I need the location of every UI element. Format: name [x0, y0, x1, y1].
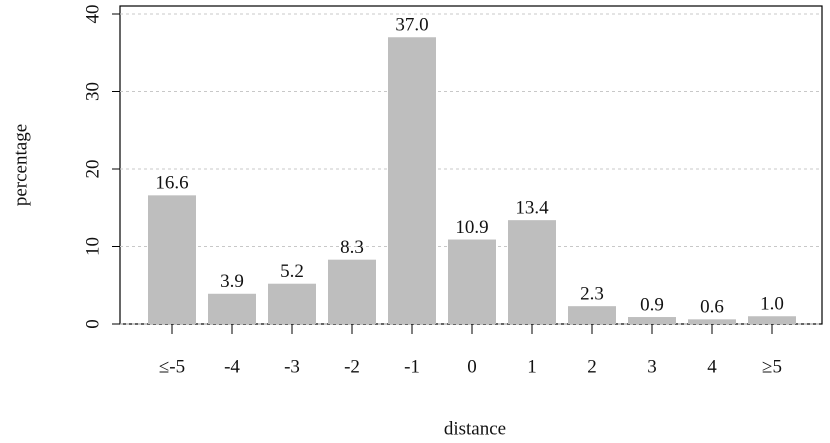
value-label: 1.0	[760, 294, 784, 315]
bar	[448, 239, 496, 324]
value-label: 3.9	[220, 271, 244, 292]
x-tick-label: 2	[587, 356, 597, 377]
value-label: 13.4	[515, 198, 549, 219]
bar	[568, 306, 616, 324]
y-tick-label: 30	[82, 82, 103, 101]
bar	[148, 195, 196, 324]
value-label: 5.2	[280, 261, 304, 282]
y-tick-label: 20	[82, 160, 103, 179]
bar	[748, 316, 796, 324]
x-tick-label: ≥5	[762, 356, 782, 377]
x-tick-label: -2	[344, 356, 360, 377]
x-tick-label: -3	[284, 356, 300, 377]
bar	[328, 259, 376, 324]
x-tick-label: 0	[467, 356, 477, 377]
y-tick-label: 10	[82, 237, 103, 256]
bar	[688, 319, 736, 324]
bar	[388, 37, 436, 324]
value-label: 10.9	[455, 217, 488, 238]
x-tick-label: 1	[527, 356, 537, 377]
bar	[508, 220, 556, 324]
value-label: 16.6	[155, 173, 188, 194]
x-axis-label: distance	[444, 418, 506, 439]
x-tick-label: -1	[404, 356, 420, 377]
x-tick-label: ≤-5	[159, 356, 185, 377]
bar	[208, 293, 256, 324]
x-tick-label: 4	[707, 356, 717, 377]
value-label: 0.9	[640, 294, 664, 315]
bar	[628, 317, 676, 324]
bar	[268, 283, 316, 324]
y-axis-label: percentage	[10, 124, 31, 206]
value-label: 8.3	[340, 237, 364, 258]
value-label: 2.3	[580, 284, 604, 305]
value-label: 37.0	[395, 15, 428, 36]
x-tick-label: 3	[647, 356, 657, 377]
y-tick-label: 40	[82, 5, 103, 24]
x-tick-label: -4	[224, 356, 240, 377]
value-label: 0.6	[700, 297, 724, 318]
y-tick-label: 0	[82, 319, 103, 329]
